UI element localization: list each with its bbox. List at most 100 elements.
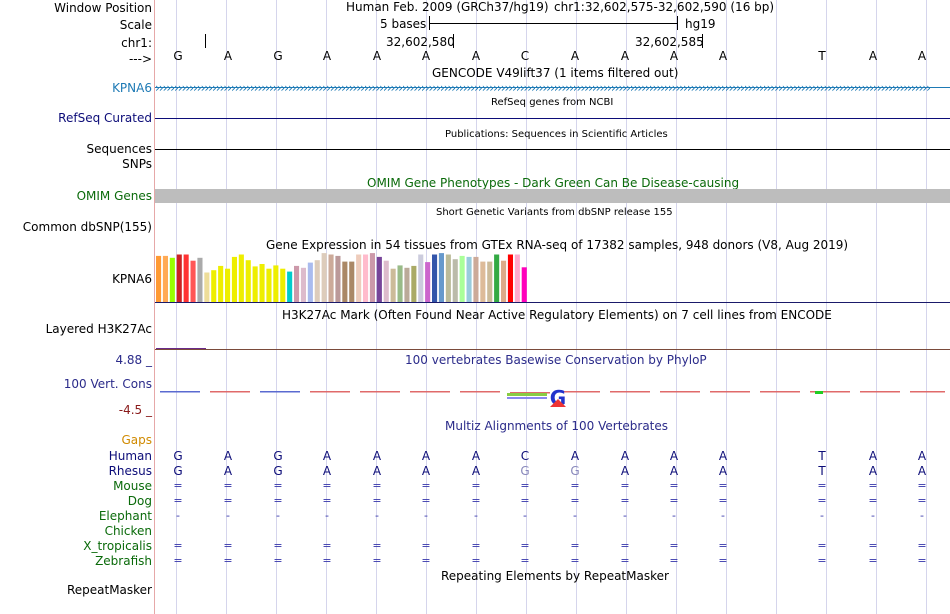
gtex-tissue-bar[interactable] <box>425 262 431 302</box>
gtex-tissue-bar[interactable] <box>383 260 389 302</box>
gtex-tissue-bar[interactable] <box>432 254 438 303</box>
gtex-tissue-bar[interactable] <box>245 260 251 302</box>
multiz-species-label[interactable]: Chicken <box>104 524 152 538</box>
gtex-tissue-bar[interactable] <box>280 268 286 302</box>
gtex-tissue-bar[interactable] <box>183 254 189 303</box>
h3k27ac-track-label[interactable]: Layered H3K27Ac <box>45 322 152 336</box>
gtex-tissue-bar[interactable] <box>328 254 334 303</box>
gtex-tissue-bar[interactable] <box>397 265 403 302</box>
gtex-tissue-bar[interactable] <box>342 261 348 302</box>
multiz-species-label[interactable]: Dog <box>127 494 152 508</box>
gtex-tissue-bar[interactable] <box>314 260 320 302</box>
gtex-tissue-bar[interactable] <box>473 256 479 302</box>
gtex-tissue-bar[interactable] <box>238 254 244 303</box>
gtex-bar-chart[interactable] <box>155 252 555 302</box>
gtex-tissue-bar[interactable] <box>369 253 375 302</box>
gtex-track-title[interactable]: Gene Expression in 54 tissues from GTEx … <box>266 238 849 252</box>
multiz-species-label[interactable]: Rhesus <box>108 464 152 478</box>
pubs-sequences-label[interactable]: Sequences <box>86 142 152 156</box>
refseq-track-label[interactable]: RefSeq Curated <box>58 111 152 125</box>
aligned-base: = <box>917 554 927 567</box>
aligned-base: - <box>871 509 875 522</box>
gtex-tissue-bar[interactable] <box>376 256 382 302</box>
gtex-tissue-bar[interactable] <box>514 254 520 303</box>
grid-line <box>626 0 627 614</box>
gencode-track-title[interactable]: GENCODE V49lift37 (1 items filtered out) <box>432 66 679 80</box>
pubs-feature-line[interactable] <box>155 149 950 150</box>
gtex-tissue-bar[interactable] <box>204 272 210 303</box>
gtex-tissue-bar[interactable] <box>480 261 486 302</box>
gtex-tissue-bar[interactable] <box>294 265 300 302</box>
gtex-tissue-bar[interactable] <box>307 262 313 302</box>
gtex-tissue-bar[interactable] <box>487 261 493 302</box>
phylop-track-label[interactable]: 100 Vert. Cons <box>63 377 152 391</box>
phylop-signal[interactable]: G <box>155 385 950 410</box>
gtex-tissue-bar[interactable] <box>197 257 203 302</box>
gtex-tissue-bar[interactable] <box>300 267 306 302</box>
multiz-species-label[interactable]: Mouse <box>113 479 152 493</box>
gtex-tissue-bar[interactable] <box>438 253 444 302</box>
omim-track-title[interactable]: OMIM Gene Phenotypes - Dark Green Can Be… <box>367 176 740 190</box>
gtex-tissue-bar[interactable] <box>445 254 451 303</box>
gtex-tissue-bar[interactable] <box>459 255 465 302</box>
gtex-tissue-bar[interactable] <box>390 268 396 302</box>
gencode-gene-label[interactable]: KPNA6 <box>112 81 152 95</box>
multiz-species-label[interactable]: Elephant <box>98 509 152 523</box>
base: T <box>818 49 826 63</box>
gtex-tissue-bar[interactable] <box>190 260 196 302</box>
gtex-tissue-bar[interactable] <box>162 255 168 302</box>
gtex-tissue-bar[interactable] <box>452 259 458 302</box>
pubs-snps-label[interactable]: SNPs <box>122 157 152 171</box>
gtex-tissue-bar[interactable] <box>252 266 258 302</box>
gtex-tissue-bar[interactable] <box>211 270 217 302</box>
gtex-tissue-bar[interactable] <box>259 264 265 302</box>
multiz-species-label[interactable]: X_tropicalis <box>83 539 152 553</box>
gencode-gene-feature[interactable]: ››››››››››››››››››››››››››››››››››››››››… <box>155 81 931 95</box>
gtex-tissue-bar[interactable] <box>501 260 507 302</box>
repeatmasker-track-title[interactable]: Repeating Elements by RepeatMasker <box>441 569 669 583</box>
gtex-tissue-bar[interactable] <box>335 255 341 302</box>
window-position-value[interactable]: chr1:32,602,575-32,602,590 (16 bp) <box>554 0 775 14</box>
aligned-base: G <box>273 449 283 463</box>
refseq-gene-line[interactable] <box>155 118 950 119</box>
gtex-tissue-bar[interactable] <box>507 254 513 303</box>
gtex-tissue-bar[interactable] <box>356 254 362 303</box>
gtex-tissue-bar[interactable] <box>156 255 162 302</box>
multiz-species-label[interactable]: Human <box>108 449 152 463</box>
dbsnp-track-title[interactable]: Short Genetic Variants from dbSNP releas… <box>436 207 673 218</box>
refseq-track-title[interactable]: RefSeq genes from NCBI <box>491 97 614 108</box>
dbsnp-track-label[interactable]: Common dbSNP(155) <box>22 220 152 234</box>
phylop-track-title[interactable]: 100 vertebrates Basewise Conservation by… <box>405 353 707 367</box>
aligned-base: = <box>570 554 580 567</box>
gtex-tissue-bar[interactable] <box>231 256 237 302</box>
gtex-tissue-bar[interactable] <box>494 254 500 303</box>
omim-track-label[interactable]: OMIM Genes <box>76 189 152 203</box>
h3k27ac-track-title[interactable]: H3K27Ac Mark (Often Found Near Active Re… <box>282 308 832 322</box>
gtex-tissue-bar[interactable] <box>418 254 424 303</box>
gtex-track-label[interactable]: KPNA6 <box>112 272 152 286</box>
gtex-tissue-bar[interactable] <box>321 253 327 302</box>
gtex-tissue-bar[interactable] <box>287 271 293 302</box>
gtex-tissue-bar[interactable] <box>176 254 182 303</box>
gtex-tissue-bar[interactable] <box>411 265 417 302</box>
aligned-base: = <box>620 479 630 492</box>
repeatmasker-track-label[interactable]: RepeatMasker <box>66 583 152 597</box>
multiz-track-title[interactable]: Multiz Alignments of 100 Vertebrates <box>445 419 669 433</box>
multiz-gaps-label[interactable]: Gaps <box>121 433 152 447</box>
gtex-tissue-bar[interactable] <box>225 268 231 302</box>
multiz-species-label[interactable]: Zebrafish <box>95 554 152 568</box>
gtex-tissue-bar[interactable] <box>273 265 279 302</box>
gtex-tissue-bar[interactable] <box>218 265 224 302</box>
omim-feature-bar[interactable] <box>155 189 950 203</box>
gtex-tissue-bar[interactable] <box>363 254 369 303</box>
grid-line <box>826 0 827 614</box>
gtex-tissue-bar[interactable] <box>169 257 175 302</box>
gtex-tissue-bar[interactable] <box>266 268 272 302</box>
gtex-tissue-bar[interactable] <box>404 267 410 302</box>
gtex-tissue-bar[interactable] <box>466 256 472 302</box>
gtex-tissue-bar[interactable] <box>521 267 527 302</box>
grid-line <box>526 0 527 614</box>
gtex-tissue-bar[interactable] <box>349 261 355 302</box>
phylop-max-label: 4.88 _ <box>115 353 152 367</box>
pubs-track-title[interactable]: Publications: Sequences in Scientific Ar… <box>445 129 668 140</box>
